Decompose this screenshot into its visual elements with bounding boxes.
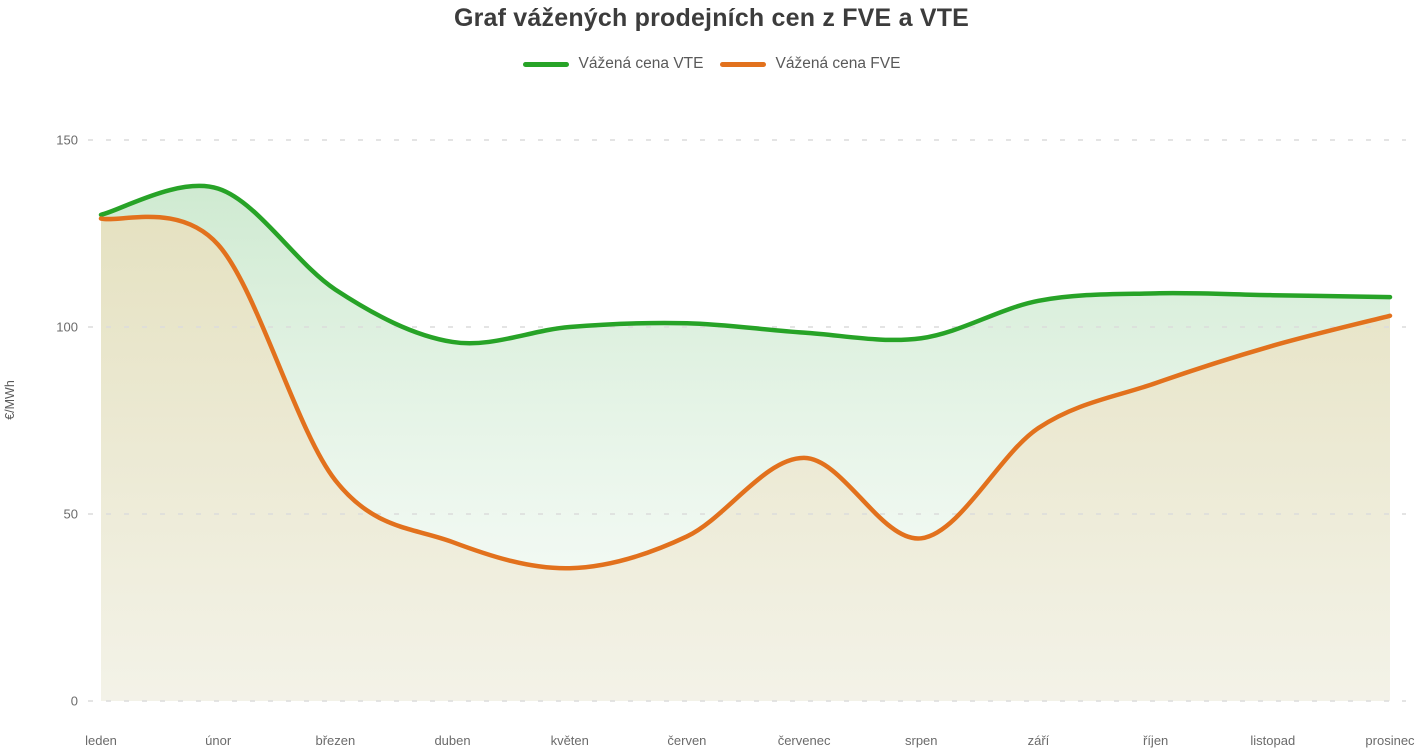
x-tick-label-9: říjen xyxy=(1143,733,1168,748)
x-tick-label-2: březen xyxy=(315,733,355,748)
vte-line[interactable] xyxy=(98,183,1393,346)
x-tick-label-8: září xyxy=(1028,733,1050,748)
y-tick-label-50: 50 xyxy=(64,507,78,522)
x-tick-label-11: prosinec xyxy=(1365,733,1415,748)
fve-line[interactable] xyxy=(98,214,1393,571)
y-axis-title: €/MWh xyxy=(3,380,17,420)
x-tick-label-10: listopad xyxy=(1250,733,1295,748)
vte-line-swatch-icon xyxy=(522,61,569,67)
x-tick-label-5: červen xyxy=(667,733,706,748)
x-tick-label-7: srpen xyxy=(905,733,938,748)
legend-item-fve[interactable]: Vážená cena FVE xyxy=(719,55,901,73)
fve-area xyxy=(101,216,1390,701)
x-tick-label-0: leden xyxy=(85,733,117,748)
chart-legend: Vážená cena VTE Vážená cena FVE xyxy=(0,55,1423,73)
x-tick-label-4: květen xyxy=(551,733,589,748)
x-tick-label-3: duben xyxy=(434,733,470,748)
legend-label-fve: Vážená cena FVE xyxy=(775,55,901,72)
y-tick-label-0: 0 xyxy=(71,694,78,709)
legend-item-vte[interactable]: Vážená cena VTE xyxy=(522,55,704,73)
x-tick-label-6: červenec xyxy=(778,733,831,748)
fve-line-swatch-icon xyxy=(719,61,766,67)
chart-title: Graf vážených prodejních cen z FVE a VTE xyxy=(453,4,970,32)
y-tick-label-150: 150 xyxy=(56,133,78,148)
x-tick-label-1: únor xyxy=(205,733,232,748)
legend-label-vte: Vážená cena VTE xyxy=(578,55,704,72)
y-tick-label-100: 100 xyxy=(56,320,78,335)
